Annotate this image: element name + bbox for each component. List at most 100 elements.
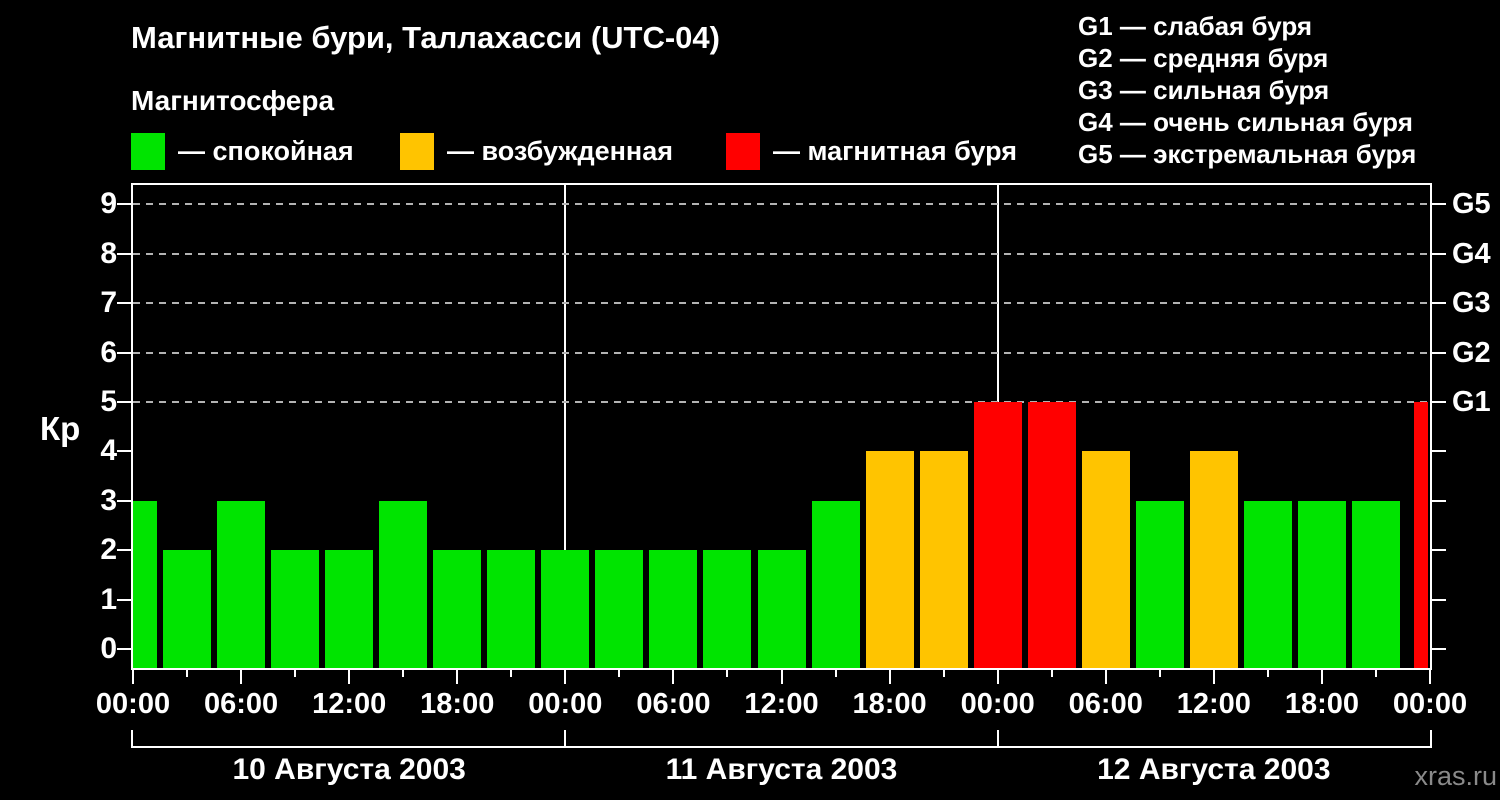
storm-scale-line: G5 — экстремальная буря (1078, 139, 1417, 169)
kp-bar (133, 500, 157, 668)
gridline-level-6 (133, 351, 1430, 354)
kp-bar (1351, 500, 1400, 668)
kp-bar (757, 550, 806, 668)
kp-bar (1135, 500, 1184, 668)
right-axis-tick (1432, 598, 1446, 601)
kp-bar (379, 500, 428, 668)
x-time-label: 12:00 (312, 688, 387, 720)
right-axis-tick (1432, 549, 1446, 552)
storm-scale-line: G4 — очень сильная буря (1078, 107, 1413, 137)
right-axis-tick (1432, 450, 1446, 453)
activity-legend: — спокойная — возбужденная — магнитная бур… (0, 133, 1500, 173)
y-axis-tick (117, 598, 131, 601)
x-minor-tick (726, 670, 729, 677)
gridline-level-8 (133, 252, 1430, 255)
y-axis-tick (117, 401, 131, 403)
kp-bar (865, 451, 914, 668)
date-bracket-tick (1430, 730, 1432, 748)
y-tick-label: 2 (100, 533, 117, 567)
kp-bar (271, 550, 320, 668)
x-time-label: 06:00 (203, 688, 279, 720)
x-time-label: 18:00 (852, 688, 927, 720)
x-minor-tick (834, 670, 837, 677)
y-axis-tick (117, 450, 131, 453)
x-major-tick (888, 670, 891, 684)
kp-bar (595, 550, 644, 668)
x-minor-tick (402, 670, 405, 677)
x-major-tick (672, 670, 675, 684)
x-major-tick (456, 670, 459, 684)
y-tick-label: 6 (100, 335, 117, 369)
right-axis-tick (1432, 351, 1446, 354)
day-separator-line (564, 185, 567, 668)
kp-bar (649, 550, 698, 668)
right-axis-tick (1432, 203, 1446, 206)
x-minor-tick (1050, 670, 1053, 677)
kp-bar (163, 550, 212, 668)
excited-swatch (400, 133, 434, 170)
kp-bar (1189, 451, 1238, 668)
kp-bar (541, 550, 590, 668)
x-minor-tick (1374, 670, 1377, 677)
y-axis-title: Кр (40, 410, 81, 447)
y-tick-label: 3 (100, 483, 117, 517)
x-major-tick (348, 670, 351, 684)
x-minor-tick (186, 670, 189, 677)
g-scale-label-G2: G2 (1452, 336, 1491, 369)
plot-canvas (133, 185, 1430, 668)
x-time-label: 12:00 (744, 688, 819, 720)
kp-bar (325, 550, 374, 668)
legend-label: — магнитная буря (773, 136, 1017, 166)
y-tick-label: 0 (100, 632, 117, 665)
g-scale-label-G1: G1 (1452, 386, 1491, 418)
date-label: 12 Августа 2003 (1097, 753, 1331, 786)
gridline-level-9 (133, 203, 1430, 206)
right-axis-tick (1432, 401, 1446, 403)
magnetosphere-label: Магнитосфера (131, 85, 335, 116)
x-time-label: 18:00 (1284, 688, 1359, 720)
y-tick-label: 9 (100, 187, 117, 221)
x-minor-tick (1158, 670, 1161, 677)
gridline-level-7 (133, 302, 1430, 305)
right-axis-tick (1432, 499, 1446, 502)
x-time-label: 00:00 (960, 688, 1035, 720)
x-minor-tick (618, 670, 621, 677)
g-scale-label-G4: G4 (1452, 237, 1491, 270)
plot-area (131, 183, 1432, 670)
right-axis-tick (1432, 302, 1446, 305)
kp-bar (217, 500, 266, 668)
y-axis-tick (117, 499, 131, 502)
storm-scale-line: G2 — средняя буря (1078, 43, 1329, 73)
y-axis-tick (117, 203, 131, 206)
x-major-tick (1104, 670, 1107, 684)
kp-bar (1297, 500, 1346, 668)
kp-bar (811, 500, 860, 668)
date-bracket-tick (131, 730, 133, 748)
kp-bar (487, 550, 536, 668)
quiet-swatch (131, 133, 165, 170)
legend-item-quiet: — спокойная (131, 133, 354, 170)
y-axis-tick (117, 648, 131, 650)
x-major-tick (780, 670, 783, 684)
y-axis-tick (117, 351, 131, 354)
legend-item-storm: — магнитная буря (726, 133, 1017, 170)
storm-scale-legend: G1 — слабая буря G2 — средняя буря G3 — си… (1078, 10, 1416, 170)
y-axis-tick (117, 252, 131, 255)
kp-bar (973, 402, 1022, 668)
kp-bar (1027, 402, 1076, 668)
page-title: Магнитные бури, Таллахасси (UTC-04) (131, 20, 720, 55)
kp-bar (1081, 451, 1130, 668)
y-axis-tick (117, 302, 131, 305)
x-minor-tick (1266, 670, 1269, 677)
x-time-label: 00:00 (1392, 688, 1468, 720)
x-time-label: 12:00 (1176, 688, 1251, 720)
x-minor-tick (942, 670, 945, 677)
g-scale-label-G5: G5 (1452, 188, 1491, 221)
x-time-label: 18:00 (420, 688, 495, 720)
date-bracket-line (131, 746, 1432, 748)
watermark: xras.ru (1414, 761, 1497, 791)
y-tick-label: 1 (100, 582, 117, 616)
kp-bar-trailing (1414, 402, 1428, 668)
x-major-tick (132, 670, 134, 684)
right-axis-tick (1432, 252, 1446, 255)
